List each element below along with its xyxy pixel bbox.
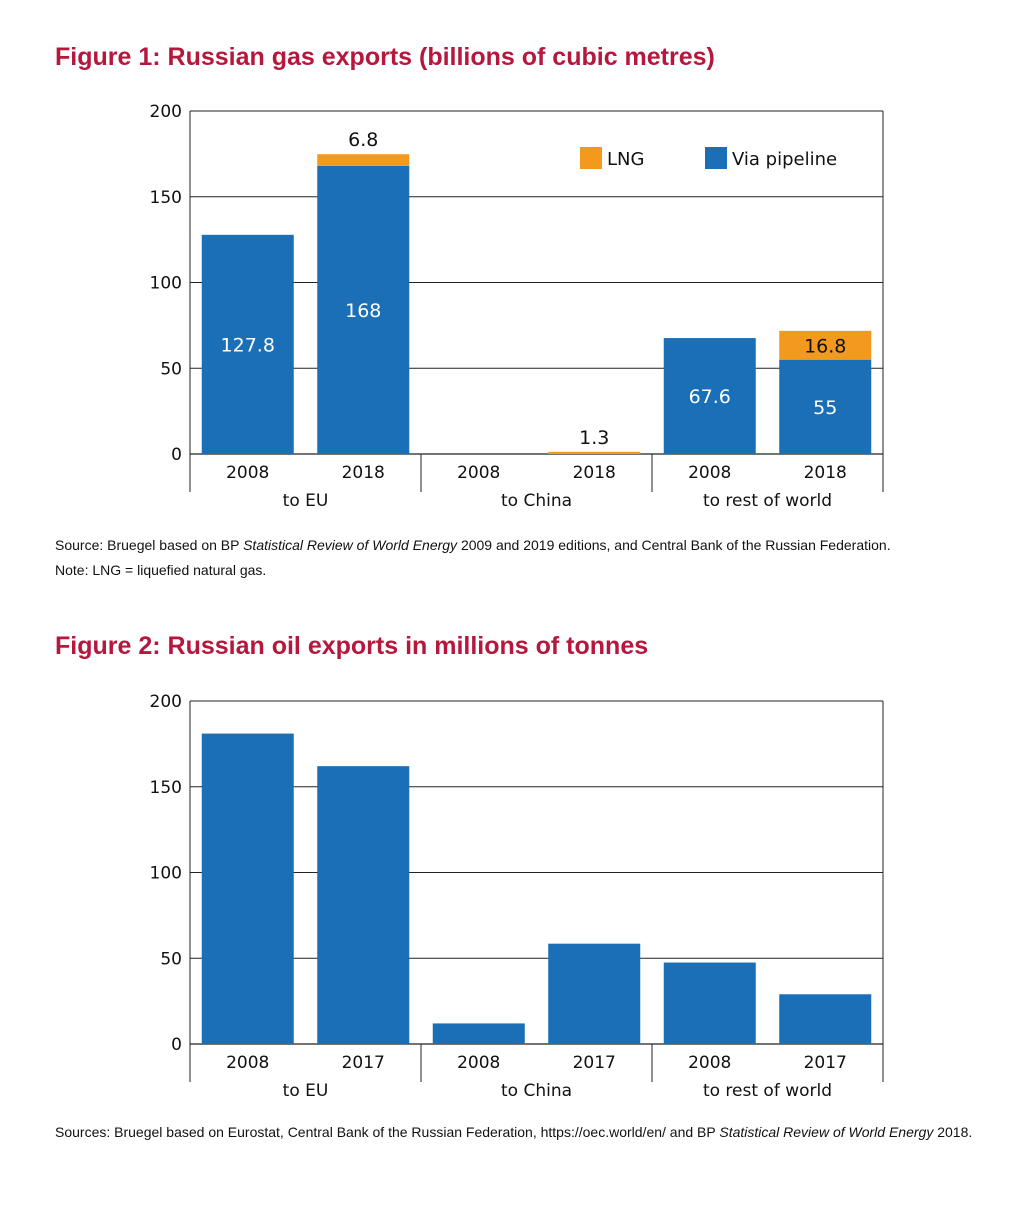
x-tick-label: 2017	[804, 1053, 847, 1073]
y-tick-label: 50	[160, 949, 182, 969]
figure-1-source-suffix: 2009 and 2019 editions, and Central Bank…	[457, 537, 891, 553]
bar	[548, 943, 641, 1044]
data-label: 6.8	[348, 129, 378, 151]
x-tick-label: 2017	[342, 1053, 385, 1073]
y-tick-label: 200	[150, 102, 182, 122]
legend-swatch	[580, 147, 602, 169]
figure-2-source-prefix: Sources: Bruegel based on Eurostat, Cent…	[55, 1124, 720, 1140]
figure-2-title: Figure 2: Russian oil exports in million…	[55, 632, 649, 660]
bar	[317, 766, 410, 1044]
figure-1-source-italic: Statistical Review of World Energy	[243, 537, 458, 553]
bar-via-pipeline	[779, 359, 872, 454]
figure-2-source-suffix: 2018.	[933, 1124, 973, 1140]
oil-exports-chart: 0 50 100 150 200 2008 2017 2008 2017 2008 2017 to E…	[150, 692, 884, 1101]
bar	[779, 994, 872, 1044]
x-tick-label: 2008	[226, 463, 269, 483]
legend-swatch	[705, 147, 727, 169]
legend-label: LNG	[607, 149, 644, 170]
x-tick-label: 2017	[573, 1053, 616, 1073]
x-tick-label: 2018	[804, 463, 847, 483]
group-label: to rest of world	[703, 491, 832, 511]
bar	[432, 1023, 525, 1044]
y-tick-label: 200	[150, 692, 182, 712]
bar	[663, 962, 756, 1044]
figure-2-source: Sources: Bruegel based on Eurostat, Cent…	[55, 1120, 985, 1145]
x-tick-label: 2018	[342, 463, 385, 483]
x-tick-label: 2008	[688, 1053, 731, 1073]
group-label: to rest of world	[703, 1081, 832, 1101]
x-tick-label: 2008	[457, 1053, 500, 1073]
y-tick-label: 150	[150, 778, 182, 798]
x-tick-label: 2008	[226, 1053, 269, 1073]
bar	[201, 733, 294, 1044]
y-tick-label: 0	[171, 445, 182, 465]
data-label: 127.8	[221, 334, 275, 356]
figure-1-source: Source: Bruegel based on BP Statistical …	[55, 533, 891, 558]
bar-lng	[317, 154, 410, 166]
bar-lng	[548, 451, 641, 454]
group-label: to EU	[283, 1081, 329, 1101]
group-label: to EU	[283, 491, 329, 511]
y-tick-label: 100	[150, 864, 182, 884]
x-tick-label: 2008	[457, 463, 500, 483]
data-label: 168	[345, 300, 381, 322]
figure-1-note: Note: LNG = liquefied natural gas.	[55, 562, 267, 578]
y-tick-label: 0	[171, 1035, 182, 1055]
gas-exports-chart: 0 50 100 150 200 127.8 168 6.8 1.3 67.6 55 16.8 2008…	[150, 102, 884, 511]
bar-via-pipeline	[201, 234, 294, 454]
figure-1-source-prefix: Source: Bruegel based on BP	[55, 537, 244, 553]
bar-lng	[779, 330, 872, 360]
x-tick-label: 2008	[688, 463, 731, 483]
data-label: 1.3	[579, 427, 609, 449]
group-label: to China	[501, 491, 572, 511]
data-label: 16.8	[804, 335, 846, 357]
group-label: to China	[501, 1081, 572, 1101]
data-label: 67.6	[689, 386, 731, 408]
data-label: 55	[813, 397, 837, 419]
y-tick-label: 50	[160, 359, 182, 379]
figure-2-source-italic: Statistical Review of World Energy	[719, 1124, 934, 1140]
bar-via-pipeline	[317, 165, 410, 454]
y-tick-label: 150	[150, 188, 182, 208]
legend-label: Via pipeline	[732, 149, 837, 170]
figure-1-title: Figure 1: Russian gas exports (billions …	[55, 43, 715, 71]
y-tick-label: 100	[150, 274, 182, 294]
bar-via-pipeline	[663, 338, 756, 454]
x-tick-label: 2018	[573, 463, 616, 483]
